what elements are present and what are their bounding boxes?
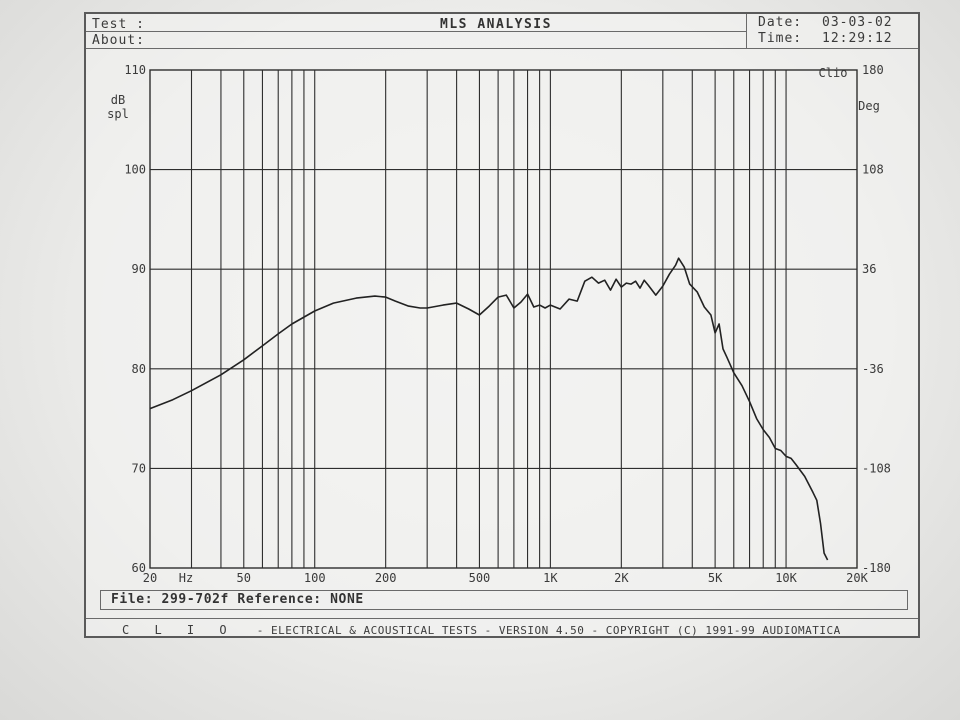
about-label: About: [92, 33, 145, 48]
header-divider [746, 14, 747, 48]
y-tick-label: 100 [124, 163, 146, 177]
spl-response-trace [149, 257, 829, 561]
chart-axis-labels: dB spl Deg Clio Hz [107, 66, 880, 585]
y-tick-label: 70 [132, 461, 146, 475]
y-tick-label: 60 [132, 561, 146, 575]
plot-frame [149, 69, 858, 569]
date-value: 03-03-02 [822, 15, 893, 30]
y2-tick-label: 108 [862, 163, 884, 177]
corner-label: Clio [819, 66, 848, 80]
test-label: Test : [92, 17, 145, 32]
x-tick-label: 20 [143, 571, 157, 585]
y-tick-label: 90 [132, 262, 146, 276]
x-tick-label: 5K [708, 571, 723, 585]
header-bottom-rule [86, 48, 918, 49]
y-axis-label-spl: spl [107, 107, 129, 121]
x-tick-label: 50 [237, 571, 251, 585]
date-label: Date: [758, 15, 803, 30]
y-tick-label: 110 [124, 63, 146, 77]
time-value: 12:29:12 [822, 31, 893, 46]
y2-tick-label: 180 [862, 63, 884, 77]
x-tick-label: 1K [543, 571, 558, 585]
printout-sheet: Test : About: MLS ANALYSIS Date: 03-03-0… [84, 12, 920, 638]
header-rule [86, 31, 746, 32]
x-tick-label: 500 [469, 571, 491, 585]
x-tick-label: 20K [846, 571, 868, 585]
x-axis-label: Hz [179, 571, 193, 585]
y-axis-label-db: dB [111, 93, 125, 107]
footer-bar: C L I O - ELECTRICAL & ACOUSTICAL TESTS … [86, 618, 918, 637]
y2-tick-label: -36 [862, 362, 884, 376]
x-tick-label: 10K [775, 571, 797, 585]
y2-tick-label: 36 [862, 262, 876, 276]
footer-brand: C L I O [122, 623, 236, 637]
y-tick-label: 80 [132, 362, 146, 376]
y2-axis-label: Deg [858, 99, 880, 113]
x-tick-label: 200 [375, 571, 397, 585]
time-label: Time: [758, 31, 803, 46]
chart-grid [149, 69, 858, 569]
page-title: MLS ANALYSIS [440, 17, 552, 32]
chart-tick-labels: 60 70 80 90 100 110 -180 -108 -36 36 108 180 20 50 100… [124, 63, 891, 585]
y2-tick-label: -180 [862, 561, 891, 575]
x-tick-label: 2K [614, 571, 629, 585]
file-info: File: 299-702f Reference: NONE [100, 590, 908, 610]
footer-text: - ELECTRICAL & ACOUSTICAL TESTS - VERSIO… [256, 624, 841, 637]
x-tick-label: 100 [304, 571, 326, 585]
y2-tick-label: -108 [862, 461, 891, 475]
